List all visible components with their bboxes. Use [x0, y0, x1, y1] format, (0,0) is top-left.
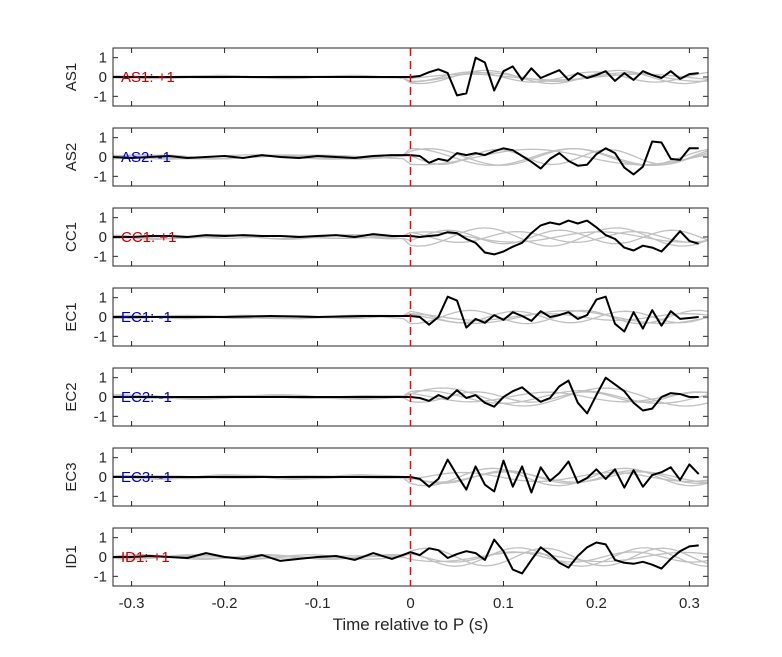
- panel-ec3: 1 0 -1 EC3: -1 EC3: [63, 447, 709, 507]
- y-tick-label: 1: [99, 210, 107, 227]
- y-tick-label: 0: [99, 389, 107, 406]
- station-annotation: AS1: +1: [121, 69, 175, 86]
- y-tick-label: -1: [94, 248, 107, 265]
- x-tick-label: 0: [406, 595, 414, 612]
- series-line-cc1: [113, 219, 699, 256]
- background-trace: [112, 147, 709, 166]
- y-tick-label: -1: [94, 328, 107, 345]
- x-tick-label: 0.1: [493, 595, 514, 612]
- x-tick-label: -0.3: [119, 595, 145, 612]
- y-axis-label: AS1: [63, 63, 80, 91]
- series-line-as2: [112, 140, 699, 176]
- panel-as2: 1 0 -1 AS2: -1 AS2: [63, 127, 709, 187]
- y-axis-label: AS2: [63, 143, 80, 171]
- series-line-id1: [113, 538, 699, 575]
- y-axis-label: EC1: [63, 302, 80, 331]
- x-tick-label: -0.2: [212, 595, 238, 612]
- station-annotation: ID1: +1: [121, 549, 170, 566]
- y-axis-label: EC3: [63, 462, 80, 491]
- background-trace: [112, 231, 709, 243]
- y-tick-label: 1: [99, 450, 107, 467]
- panel-id1: 1 0 -1 ID1: +1 ID1: [63, 527, 709, 587]
- y-tick-label: 1: [99, 370, 107, 387]
- y-tick-label: -1: [94, 408, 107, 425]
- y-tick-label: -1: [94, 488, 107, 505]
- y-tick-label: 0: [99, 229, 107, 246]
- y-tick-label: -1: [94, 568, 107, 585]
- series-line-ec3: [113, 458, 700, 494]
- background-trace: [112, 69, 709, 85]
- x-tick-label: 0.3: [679, 595, 700, 612]
- y-axis-label: EC2: [63, 382, 80, 411]
- y-tick-label: 0: [99, 469, 107, 486]
- y-tick-label: -1: [94, 168, 107, 185]
- x-tick-label: 0.2: [586, 595, 607, 612]
- y-tick-label: 1: [99, 50, 107, 67]
- station-annotation: CC1: +1: [121, 229, 176, 246]
- y-tick-label: 1: [99, 530, 107, 547]
- x-axis-label: Time relative to P (s): [333, 615, 489, 634]
- station-annotation: EC1: -1: [121, 309, 172, 326]
- y-axis-label: CC1: [63, 222, 80, 252]
- y-tick-label: 1: [99, 130, 107, 147]
- background-trace: [112, 551, 709, 563]
- series-line-ec1: [113, 295, 699, 333]
- panel-cc1: 1 0 -1 CC1: +1 CC1: [63, 207, 709, 267]
- y-tick-label: 0: [99, 549, 107, 566]
- y-tick-label: 0: [99, 149, 107, 166]
- panel-as1: 1 0 -1 AS1: +1 AS1: [63, 47, 709, 107]
- station-annotation: EC3: -1: [121, 469, 172, 486]
- background-trace: [112, 467, 709, 487]
- y-tick-label: 0: [99, 309, 107, 326]
- y-axis-label: ID1: [63, 545, 80, 568]
- panel-ec2: 1 0 -1 EC2: -1 EC2: [63, 367, 709, 427]
- station-annotation: EC2: -1: [121, 389, 172, 406]
- x-tick-label: -0.1: [305, 595, 331, 612]
- y-tick-label: 0: [99, 69, 107, 86]
- panel-ec1: 1 0 -1 EC1: -1 EC1: [63, 287, 709, 347]
- y-tick-label: -1: [94, 88, 107, 105]
- station-annotation: AS2: -1: [121, 149, 171, 166]
- y-tick-label: 1: [99, 290, 107, 307]
- series-line-as1: [113, 56, 699, 97]
- series-line-ec2: [113, 376, 699, 415]
